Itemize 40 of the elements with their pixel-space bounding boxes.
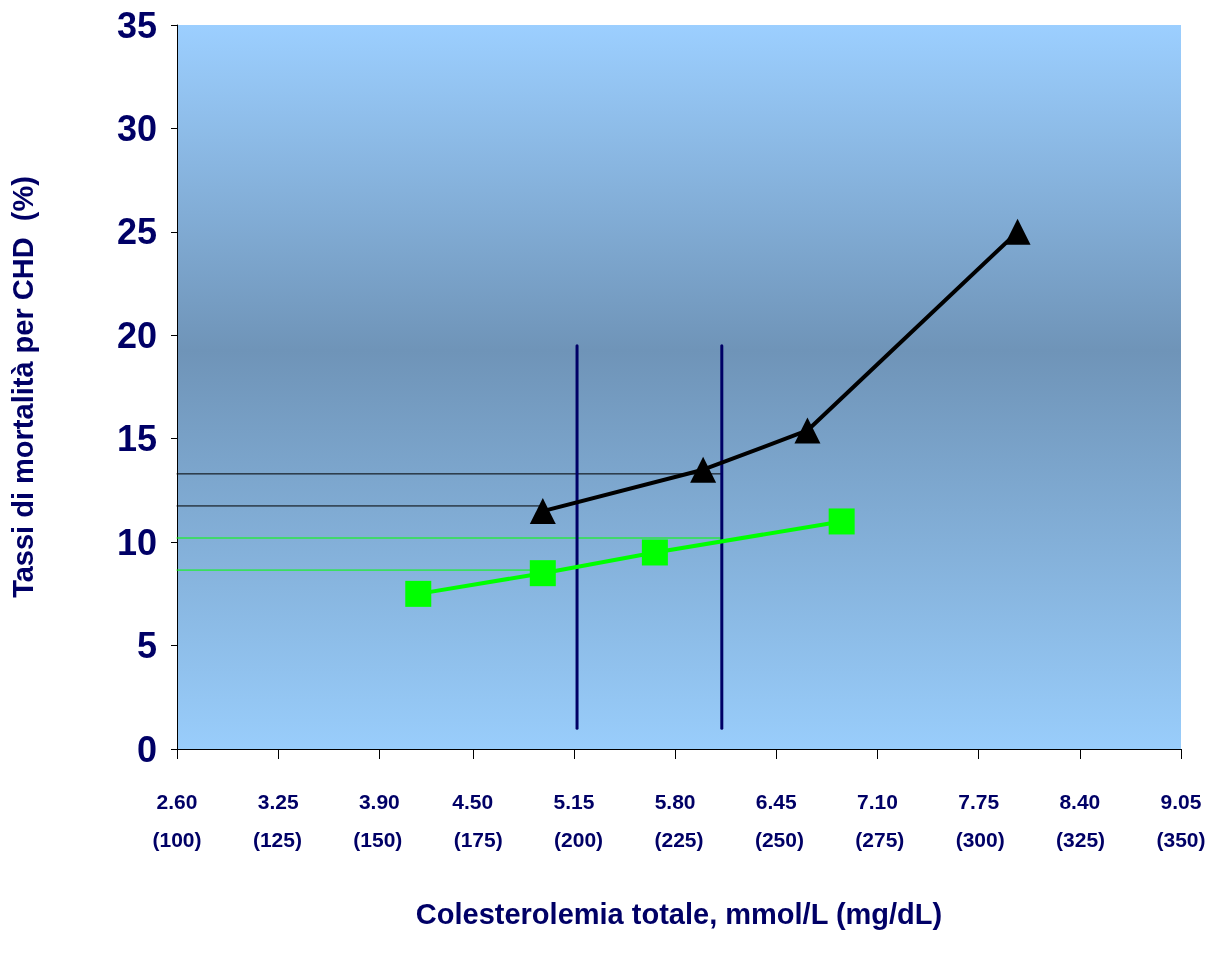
x2-tick-label: (325) xyxy=(1056,828,1106,851)
y-tick-label: 15 xyxy=(116,418,157,460)
x-tick-label: 7.75 xyxy=(958,790,1000,813)
y-tick-label: 10 xyxy=(116,521,157,563)
x2-tick-label: (250) xyxy=(754,828,804,851)
x2-tick-label: (125) xyxy=(252,828,302,851)
point xyxy=(405,580,432,607)
y-axis-title: Tassi di mortalità per CHD (%) xyxy=(6,176,39,598)
x-tick-label: 5.80 xyxy=(654,790,696,813)
x2-tick-label: (275) xyxy=(855,828,905,851)
y-tick-label: 35 xyxy=(116,4,157,46)
point xyxy=(828,508,855,535)
y-tick-label: 30 xyxy=(116,107,157,149)
point xyxy=(690,456,717,483)
x-tick-label: 3.25 xyxy=(257,790,299,813)
point xyxy=(641,539,668,566)
x-tick-label: 4.50 xyxy=(452,790,494,813)
x-tick-label: 2.60 xyxy=(156,790,198,813)
point xyxy=(794,417,821,444)
y-tick-label: 5 xyxy=(136,625,157,667)
x2-tick-label: (100) xyxy=(152,828,202,851)
x-tick-label: 7.10 xyxy=(857,790,898,813)
x2-tick-label: (300) xyxy=(955,828,1005,851)
y-tick-label: 0 xyxy=(136,728,157,770)
x2-tick-label: (350) xyxy=(1156,828,1206,851)
y-tick-label: 20 xyxy=(116,314,157,356)
x2-tick-label: (175) xyxy=(453,828,503,851)
y-tick-label: 25 xyxy=(116,211,157,253)
x-tick-label: 8.40 xyxy=(1059,790,1101,813)
x-axis-title: Colesterolemia totale, mmol/L (mg/dL) xyxy=(415,897,943,930)
x-tick-label: 3.90 xyxy=(358,790,400,813)
point xyxy=(529,560,556,587)
x-tick-label: 9.05 xyxy=(1160,790,1202,813)
x2-tick-label: (150) xyxy=(353,828,403,851)
point xyxy=(529,498,556,525)
x-tick-label: 5.15 xyxy=(553,790,595,813)
point xyxy=(1004,218,1031,245)
x-tick-label: 6.45 xyxy=(755,790,798,813)
x2-tick-label: (200) xyxy=(554,828,604,851)
x2-tick-label: (225) xyxy=(654,828,704,851)
